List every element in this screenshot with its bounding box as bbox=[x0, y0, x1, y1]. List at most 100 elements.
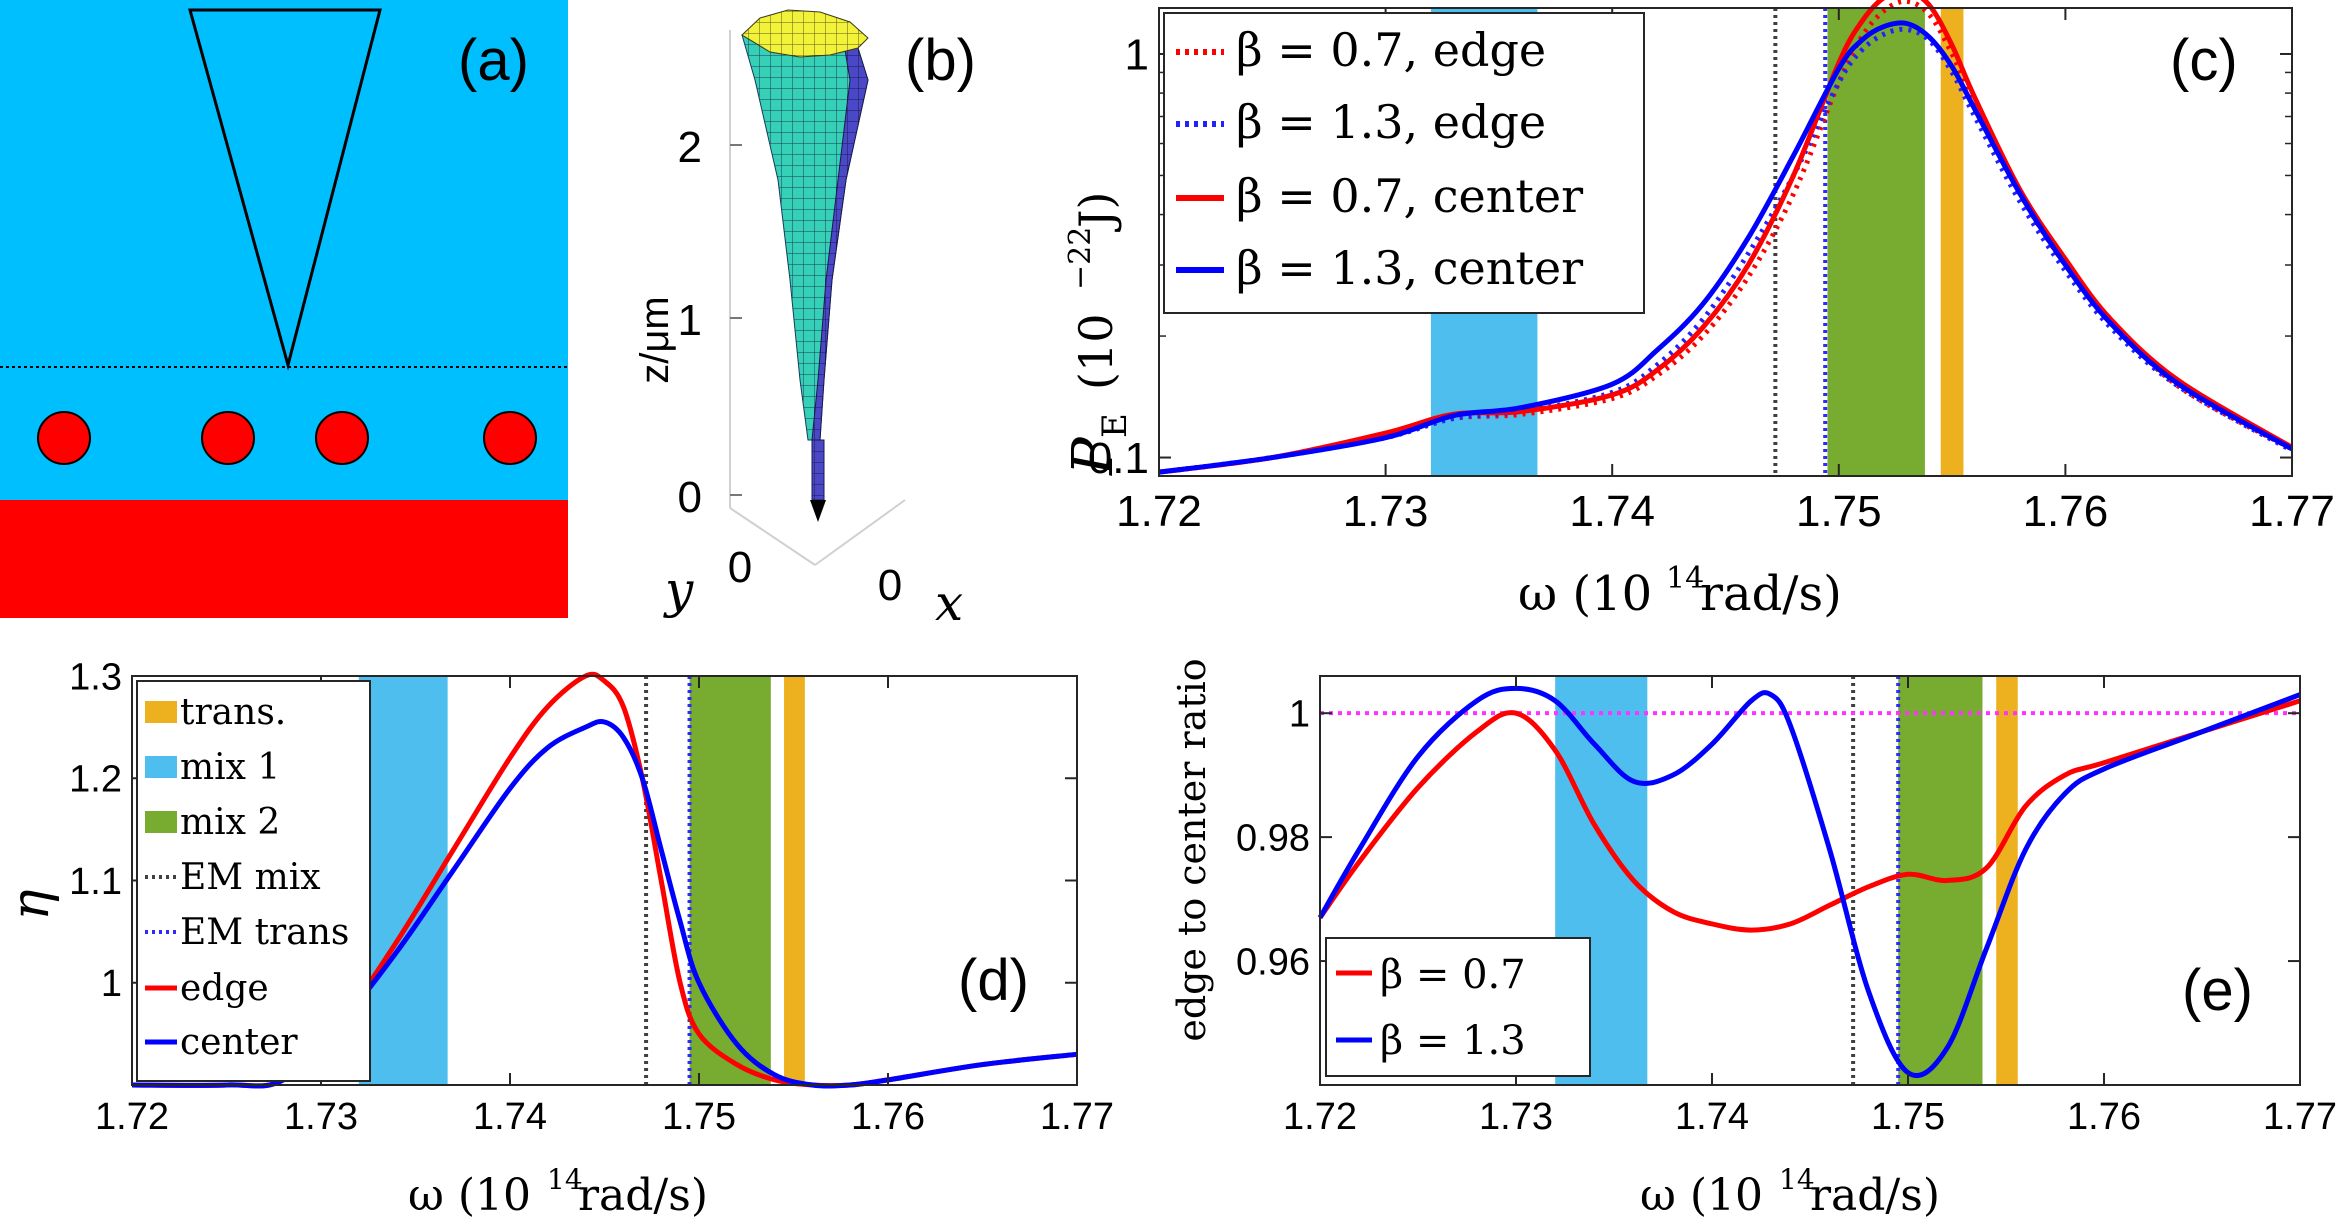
x-tick-label: 1.72 bbox=[1283, 1096, 1357, 1138]
chart-c-xlabel-exp: 14 bbox=[1666, 561, 1704, 596]
series-line--0-7 bbox=[1317, 698, 2301, 933]
legend-label: β = 0.7, edge bbox=[1236, 23, 1546, 77]
x-tick-label: 1.76 bbox=[851, 1096, 925, 1138]
panel-b-label: (b) bbox=[905, 28, 976, 93]
x-tick-label: 1.72 bbox=[1116, 487, 1202, 536]
panel-a-tip bbox=[188, 8, 382, 371]
x-tick-label: 1.77 bbox=[2249, 487, 2335, 536]
legend-label: β = 0.7, center bbox=[1236, 169, 1583, 223]
chart-c-xlabel-unit: rad/s) bbox=[1700, 566, 1842, 622]
legend-swatch bbox=[145, 811, 177, 833]
y-tick-label: 0.96 bbox=[1236, 941, 1310, 983]
chart-c-panel-label: (c) bbox=[2170, 28, 2238, 93]
series-line--1-3 bbox=[1317, 685, 2301, 1079]
chart-c-ylabel-unit2: J) bbox=[1069, 192, 1123, 232]
chart-d: 1.72 1.73 1.74 1.75 1.76 1.77 1 1.1 1.2 1.3 trans… bbox=[1, 656, 1114, 1221]
band-trans- bbox=[784, 676, 805, 1085]
x-tick-label: 1.75 bbox=[1871, 1096, 1945, 1138]
panel-b-xtick: 0 bbox=[878, 561, 902, 610]
chart-c-frame bbox=[1158, 7, 2293, 477]
panel-a-medium bbox=[0, 0, 568, 500]
x-tick-label: 1.74 bbox=[473, 1096, 547, 1138]
panel-a-particle bbox=[483, 411, 537, 465]
panel-a-particle bbox=[201, 411, 255, 465]
chart-e-xlabel: ω (10 14 rad/s) bbox=[1640, 1163, 1940, 1221]
panel-b-ztick: 0 bbox=[678, 473, 702, 522]
x-tick-label: 1.74 bbox=[1569, 487, 1655, 536]
chart-d-xlabel-exp: 14 bbox=[547, 1163, 583, 1196]
legend-label: β = 1.3, center bbox=[1236, 241, 1583, 295]
chart-c-xlabel: ω (10 14 rad/s) bbox=[1518, 561, 1842, 622]
x-tick-label: 1.77 bbox=[2263, 1096, 2337, 1138]
chart-d-xlabel-unit: rad/s) bbox=[578, 1170, 708, 1221]
chart-e-panel-label: (e) bbox=[2182, 958, 2253, 1023]
panel-b-ylabel: y bbox=[663, 561, 694, 619]
panel-a-particle bbox=[315, 411, 369, 465]
legend-label: center bbox=[180, 1022, 298, 1063]
x-tick-label: 1.73 bbox=[284, 1096, 358, 1138]
panel-b-xlabel: x bbox=[935, 574, 963, 632]
panel-b-ztick: 1 bbox=[678, 296, 702, 345]
legend-label: β = 1.3 bbox=[1380, 1018, 1526, 1064]
chart-e-legend: β = 0.7 β = 1.3 bbox=[1325, 937, 1591, 1077]
legend-label: EM trans bbox=[180, 912, 349, 953]
chart-e-xlabel-exp: 14 bbox=[1779, 1163, 1815, 1196]
panel-a-label: (a) bbox=[458, 28, 529, 93]
chart-d-ylabel: η bbox=[1, 889, 61, 920]
legend-swatch bbox=[145, 756, 177, 778]
series-line--1-3-center bbox=[1158, 20, 2294, 475]
panel-b: 2 1 0 0 0 y x z/μm (b) bbox=[633, 9, 976, 632]
x-tick-label: 1.74 bbox=[1675, 1096, 1749, 1138]
legend-label: mix 1 bbox=[180, 747, 280, 788]
y-tick-label: 1.3 bbox=[69, 656, 122, 698]
panel-b-ytick: 0 bbox=[728, 543, 752, 592]
legend-swatch bbox=[145, 701, 177, 723]
y-tick-label: 1 bbox=[101, 963, 122, 1005]
band-trans- bbox=[1940, 8, 1964, 476]
chart-c-ylabel-unit: (10 bbox=[1069, 314, 1123, 390]
chart-e-ylabel: edge to center ratio bbox=[1170, 658, 1214, 1041]
panel-b-tip-end bbox=[811, 439, 825, 501]
y-tick-label: 0.98 bbox=[1236, 817, 1310, 859]
chart-e: 1.72 1.73 1.74 1.75 1.76 1.77 0.96 0.98 1 β = 0.… bbox=[1170, 658, 2337, 1221]
chart-c-ylabel: P E (10 −22 J) bbox=[1061, 192, 1135, 476]
panel-b-tip-top bbox=[741, 9, 869, 58]
chart-d-xlabel: ω (10 14 rad/s) bbox=[408, 1163, 708, 1221]
band-trans- bbox=[1996, 676, 2018, 1085]
legend-label: mix 2 bbox=[180, 802, 280, 843]
x-tick-label: 1.73 bbox=[1479, 1096, 1553, 1138]
x-tick-label: 1.76 bbox=[2067, 1096, 2141, 1138]
chart-c-xlabel-main: ω (10 bbox=[1518, 566, 1652, 622]
x-tick-label: 1.73 bbox=[1343, 487, 1429, 536]
panel-b-axis-y bbox=[729, 507, 816, 566]
chart-d-panel-label: (d) bbox=[958, 948, 1029, 1013]
band-mix-2 bbox=[689, 676, 771, 1085]
x-tick-label: 1.75 bbox=[1796, 487, 1882, 536]
x-tick-label: 1.75 bbox=[662, 1096, 736, 1138]
panel-b-zlabel: z/μm bbox=[633, 296, 677, 383]
y-tick-label: 1 bbox=[1289, 693, 1310, 735]
chart-e-legend-box bbox=[1325, 937, 1591, 1077]
legend-label: trans. bbox=[180, 692, 286, 733]
legend-label: β = 1.3, edge bbox=[1236, 95, 1546, 149]
panel-b-arrow-icon bbox=[810, 500, 826, 522]
y-tick-label: 0.1 bbox=[1088, 434, 1149, 483]
y-tick-label: 1 bbox=[1125, 30, 1149, 79]
y-tick-label: 1.1 bbox=[69, 861, 122, 903]
chart-c: 1.72 1.73 1.74 1.75 1.76 1.77 0.1 1 β = 0.7, ed… bbox=[1061, 0, 2335, 622]
x-tick-label: 1.76 bbox=[2023, 487, 2109, 536]
x-tick-label: 1.77 bbox=[1040, 1096, 1114, 1138]
panel-a-substrate bbox=[0, 500, 568, 618]
chart-d-legend-box bbox=[136, 680, 371, 1082]
chart-c-ylabel-sub: E bbox=[1095, 413, 1135, 438]
series-line--1-3-edge bbox=[1158, 26, 2294, 475]
chart-e-xlabel-unit: rad/s) bbox=[1810, 1170, 1940, 1221]
panel-b-ztick: 2 bbox=[678, 123, 702, 172]
legend-label: EM mix bbox=[180, 857, 321, 898]
chart-c-legend: β = 0.7, edge β = 1.3, edge β = 0.7, cen… bbox=[1163, 12, 1645, 314]
band-mix-2 bbox=[1827, 8, 1925, 476]
panel-a: (a) bbox=[0, 0, 568, 618]
panel-b-axis-x bbox=[814, 499, 906, 566]
chart-c-ylabel-main: P bbox=[1061, 436, 1126, 476]
